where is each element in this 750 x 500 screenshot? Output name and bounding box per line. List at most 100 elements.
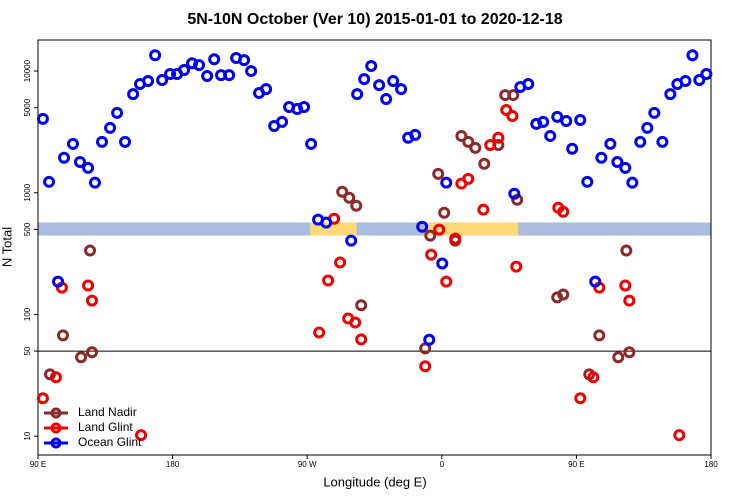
plot-frame	[37, 39, 712, 456]
x-tick-label: 90 W	[298, 460, 317, 469]
data-point	[343, 191, 356, 204]
data-point	[75, 351, 88, 364]
data-point	[574, 392, 587, 405]
data-point	[510, 260, 523, 273]
data-point	[484, 138, 497, 151]
data-point	[223, 69, 236, 82]
data-point	[551, 110, 564, 123]
shaded-band	[38, 222, 711, 236]
data-point	[49, 371, 62, 384]
data-point	[387, 75, 400, 88]
data-point	[355, 333, 368, 346]
data-point	[462, 135, 475, 148]
data-point	[355, 299, 368, 312]
data-point	[74, 155, 87, 168]
data-point	[336, 185, 349, 198]
x-tick-label: 0	[440, 460, 445, 469]
data-point	[587, 371, 600, 384]
chart-title: 5N-10N October (Ver 10) 2015-01-01 to 20…	[187, 11, 562, 28]
legend-marker	[50, 422, 62, 434]
data-point	[58, 151, 71, 164]
data-point	[557, 288, 570, 301]
data-point	[574, 114, 587, 127]
data-point	[424, 229, 437, 242]
data-point	[36, 392, 49, 405]
data-point	[641, 121, 654, 134]
data-point	[477, 203, 490, 216]
data-point	[530, 117, 543, 130]
data-point	[673, 429, 686, 442]
y-tick-label: 50	[23, 346, 32, 355]
data-point	[88, 176, 101, 189]
data-point	[82, 161, 95, 174]
data-point	[492, 131, 505, 144]
data-point	[96, 135, 109, 148]
data-point	[693, 74, 706, 87]
data-point	[623, 346, 636, 359]
data-point	[52, 275, 65, 288]
data-point	[111, 106, 124, 119]
data-point	[664, 88, 677, 101]
data-point	[201, 70, 214, 83]
y-axis-label: N Total	[0, 227, 14, 267]
x-axis-label: Longitude (deg E)	[323, 474, 426, 489]
data-point	[612, 351, 625, 364]
x-tick-label: 90 E	[568, 460, 584, 469]
data-point	[43, 175, 56, 188]
data-point	[320, 216, 333, 229]
data-point	[291, 102, 304, 115]
data-point	[85, 346, 98, 359]
data-point	[455, 129, 468, 142]
data-point	[469, 141, 482, 154]
data-point	[149, 49, 162, 62]
data-point	[508, 187, 521, 200]
x-tick-label: 90 E	[30, 460, 46, 469]
data-point	[373, 79, 386, 92]
data-point	[36, 112, 49, 125]
data-point	[193, 59, 206, 72]
data-point	[589, 275, 602, 288]
data-point	[432, 167, 445, 180]
data-point	[462, 172, 475, 185]
data-point	[358, 73, 371, 86]
data-point	[619, 279, 632, 292]
data-point	[104, 121, 117, 134]
data-point	[425, 248, 438, 261]
data-point	[619, 161, 632, 174]
legend-label: Land Nadir	[78, 405, 137, 419]
data-point	[423, 333, 436, 346]
legend-marker	[50, 437, 62, 449]
data-point	[478, 157, 491, 170]
data-point	[276, 115, 289, 128]
data-point	[85, 294, 98, 307]
data-point	[260, 83, 273, 96]
data-point	[656, 135, 669, 148]
data-point	[56, 329, 69, 342]
y-tick-label: 10	[23, 431, 32, 440]
legend-label: Land Glint	[78, 420, 133, 434]
data-point	[82, 279, 95, 292]
data-point	[507, 89, 520, 102]
data-point	[566, 142, 579, 155]
data-point	[349, 316, 362, 329]
data-point	[416, 220, 429, 233]
data-point	[522, 78, 535, 91]
data-point	[245, 65, 258, 78]
data-point	[419, 360, 432, 373]
data-point	[560, 114, 573, 127]
data-point	[156, 74, 169, 87]
data-point	[186, 57, 199, 70]
data-point	[350, 199, 363, 212]
data-point	[208, 53, 221, 66]
legend-label: Ocean Glint	[78, 435, 142, 449]
data-point	[351, 88, 364, 101]
data-point	[537, 115, 550, 128]
data-point	[135, 429, 148, 442]
data-point	[679, 75, 692, 88]
data-point	[634, 135, 647, 148]
y-tick-label: 1000	[23, 183, 32, 201]
data-point	[440, 176, 453, 189]
data-point	[623, 294, 636, 307]
x-tick-label: 180	[166, 460, 180, 469]
